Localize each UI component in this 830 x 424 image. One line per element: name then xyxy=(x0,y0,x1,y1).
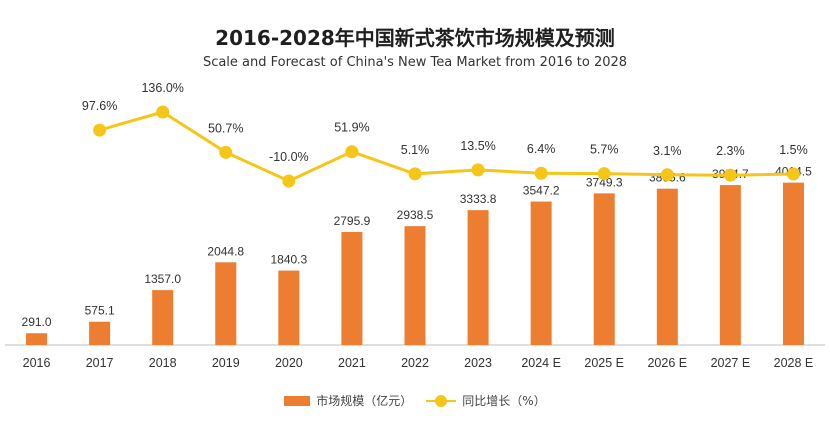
growth-label-6: 5.1% xyxy=(401,143,430,157)
growth-label-5: 51.9% xyxy=(334,121,369,135)
growth-label-7: 13.5% xyxy=(460,139,495,153)
x-tick-9: 2025 E xyxy=(584,356,624,370)
x-tick-5: 2021 xyxy=(338,356,366,370)
x-tick-1: 2017 xyxy=(86,356,114,370)
bar-label-1: 575.1 xyxy=(85,304,115,318)
growth-point-5 xyxy=(345,145,359,159)
x-tick-12: 2028 E xyxy=(774,356,814,370)
x-tick-3: 2019 xyxy=(212,356,240,370)
x-tick-0: 2016 xyxy=(23,356,51,370)
legend-line-label: 同比增长（%） xyxy=(462,394,546,408)
growth-label-4: -10.0% xyxy=(269,150,309,164)
x-tick-7: 2023 xyxy=(464,356,492,370)
bar-label-4: 1840.3 xyxy=(270,253,307,267)
bar-label-9: 3749.3 xyxy=(586,175,623,189)
bar-12 xyxy=(782,182,804,345)
growth-label-12: 1.5% xyxy=(779,143,808,157)
growth-label-11: 2.3% xyxy=(716,144,745,158)
bar-4 xyxy=(278,270,300,345)
growth-point-10 xyxy=(660,168,674,182)
growth-point-8 xyxy=(534,166,548,180)
bar-10 xyxy=(656,188,678,345)
bar-0 xyxy=(26,333,48,345)
growth-point-2 xyxy=(156,105,170,119)
x-tick-6: 2022 xyxy=(401,356,429,370)
bar-label-8: 3547.2 xyxy=(523,184,560,198)
growth-point-12 xyxy=(786,167,800,181)
x-tick-10: 2026 E xyxy=(647,356,687,370)
bar-label-5: 2795.9 xyxy=(334,214,371,228)
bar-label-0: 291.0 xyxy=(22,315,52,329)
growth-line xyxy=(99,110,794,183)
growth-point-9 xyxy=(597,167,611,181)
growth-point-6 xyxy=(408,167,422,181)
chart-plot: 291.0 575.1 1357.0 2044.8 1840.3 2795.9 2938.5… xyxy=(5,81,825,370)
bar-3 xyxy=(215,262,237,345)
x-tick-2: 2018 xyxy=(149,356,177,370)
growth-point-1 xyxy=(93,123,107,137)
bar-5 xyxy=(341,231,363,345)
bar-label-6: 2938.5 xyxy=(397,208,434,222)
growth-label-1: 97.6% xyxy=(82,99,117,113)
bar-label-3: 2044.8 xyxy=(207,244,244,258)
growth-point-4 xyxy=(282,174,296,188)
growth-point-3 xyxy=(219,145,233,159)
growth-label-10: 3.1% xyxy=(653,144,682,158)
bar-label-7: 3333.8 xyxy=(460,192,497,206)
legend-line-swatch xyxy=(426,394,457,407)
x-tick-11: 2027 E xyxy=(711,356,751,370)
x-tick-4: 2020 xyxy=(275,356,303,370)
legend-item-bars[interactable]: 市场规模（亿元） xyxy=(284,392,412,409)
legend-bar-swatch xyxy=(284,395,311,406)
bar-11 xyxy=(719,185,741,345)
x-tick-8: 2024 E xyxy=(521,356,561,370)
growth-label-2: 136.0% xyxy=(141,81,183,95)
bar-8 xyxy=(530,201,552,345)
chart-subtitle: Scale and Forecast of China's New Tea Ma… xyxy=(202,55,628,70)
chart-title: 2016-2028年中国新式茶饮市场规模及预测 xyxy=(215,26,615,50)
bar-7 xyxy=(467,210,489,345)
bar-6 xyxy=(404,226,426,345)
bar-9 xyxy=(593,193,615,345)
growth-label-9: 5.7% xyxy=(590,143,619,157)
legend-bar-label: 市场规模（亿元） xyxy=(316,394,413,408)
growth-point-7 xyxy=(471,163,485,177)
chart-legend: 市场规模（亿元） 同比增长（%） xyxy=(0,392,830,409)
bar-1 xyxy=(89,321,111,345)
growth-label-3: 50.7% xyxy=(208,121,243,135)
bar-2 xyxy=(152,290,174,345)
growth-point-11 xyxy=(723,168,737,182)
growth-label-8: 6.4% xyxy=(527,142,556,156)
legend-item-line[interactable]: 同比增长（%） xyxy=(426,392,546,409)
bar-label-2: 1357.0 xyxy=(144,272,181,286)
